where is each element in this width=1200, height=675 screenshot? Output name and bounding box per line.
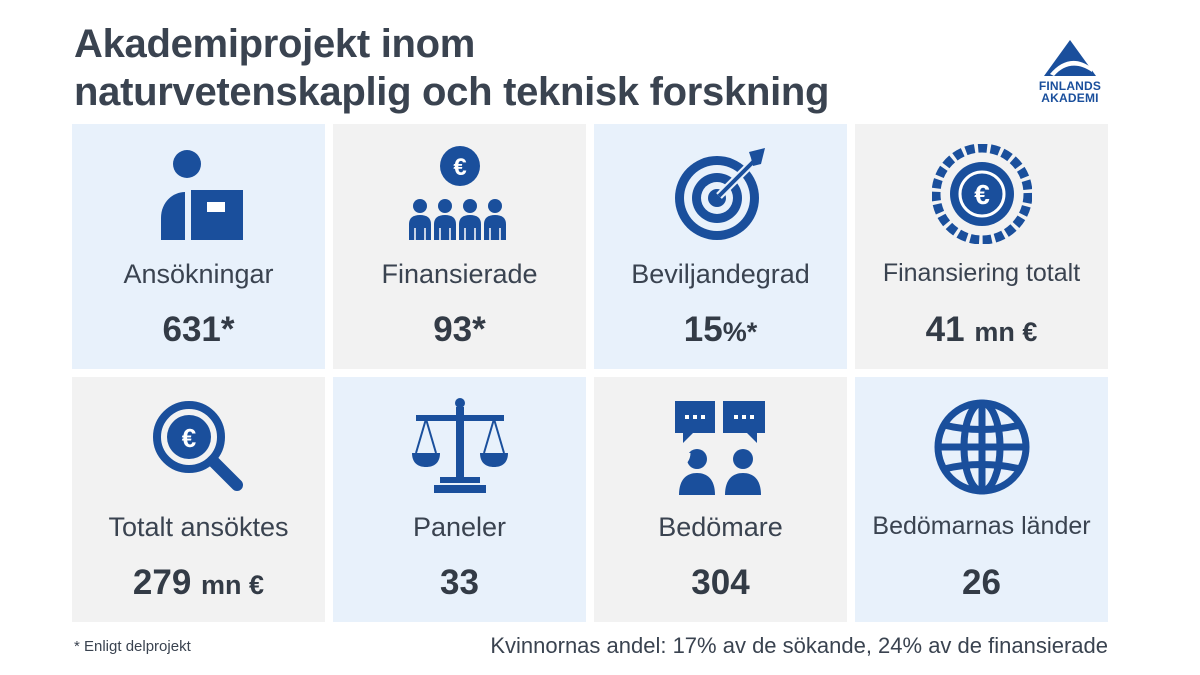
scales-icon — [411, 398, 508, 493]
tile-total-applied: € Totalt ansöktes 279 mn € — [72, 377, 325, 622]
svg-text:€: € — [453, 154, 466, 181]
tile-value: 279 mn € — [72, 563, 325, 603]
tile-value: 15%* — [594, 310, 847, 350]
tile-applications: Ansökningar 631* — [72, 124, 325, 369]
tile-value: 93* — [333, 310, 586, 350]
tile-value-unit: mn € — [974, 317, 1038, 347]
tile-value-number: 15 — [683, 310, 723, 349]
page-title: Akademiprojekt inom naturvetenskaplig oc… — [74, 20, 1034, 116]
tile-value: 26 — [855, 563, 1108, 603]
tile-value-number: 631* — [162, 310, 235, 349]
tile-label: Finansierade — [381, 259, 538, 289]
finlands-akademi-logo: FINLANDS AKADEMI — [1030, 38, 1110, 114]
tile-value-number: 93* — [433, 310, 486, 349]
tile-value: 41 mn € — [855, 310, 1108, 350]
tile-value: 631* — [72, 310, 325, 350]
tile-value-number: 26 — [962, 563, 1001, 602]
logo-text-line-2: AKADEMI — [1041, 91, 1099, 105]
tile-value-unit: %* — [722, 317, 758, 347]
title-line-1: Akademiprojekt inom — [74, 22, 476, 66]
reviewers-icon — [674, 401, 765, 495]
person-application-icon — [160, 150, 243, 240]
footnote: * Enligt delprojekt — [74, 638, 191, 655]
tile-value: 304 — [594, 563, 847, 603]
tile-label: Totalt ansöktes — [108, 512, 289, 542]
tile-reviewers: Bedömare 304 — [594, 377, 847, 622]
tile-value-number: 279 — [132, 563, 192, 602]
tile-label: Paneler — [412, 512, 507, 542]
tile-label: Bedömare — [658, 512, 783, 542]
euro-search-icon: € — [152, 401, 243, 491]
title-line-2: naturvetenskaplig och teknisk forskning — [74, 70, 830, 114]
svg-text:€: € — [181, 423, 195, 453]
tile-value-unit: mn € — [201, 570, 265, 600]
triangle-logo-icon — [1044, 40, 1096, 76]
tile-value-number: 304 — [691, 563, 750, 602]
tile-label: Ansökningar — [123, 259, 274, 289]
tile-total-funding: € Finansiering totalt 41 mn € — [855, 124, 1108, 369]
tile-grant-rate: Beviljandegrad 15%* — [594, 124, 847, 369]
logo-text-line-1: FINLANDS — [1038, 79, 1102, 93]
tile-value-number: 41 — [925, 310, 965, 349]
tile-panels: Paneler 33 — [333, 377, 586, 622]
euro-coin-icon: € — [931, 144, 1032, 244]
tile-value: 33 — [333, 563, 586, 603]
svg-text:€: € — [974, 179, 990, 210]
women-share-note: Kvinnornas andel: 17% av de sökande, 24%… — [490, 633, 1108, 658]
tile-value-number: 33 — [440, 563, 479, 602]
tile-funded: € Finansierade 93* — [333, 124, 586, 369]
tile-reviewer-countries: Bedömarnas länder 26 — [855, 377, 1108, 622]
tile-label: Beviljandegrad — [631, 259, 810, 289]
target-icon — [674, 148, 765, 240]
euro-group-icon: € — [408, 146, 506, 240]
tile-label: Bedömarnas länder — [872, 512, 1091, 540]
globe-icon — [934, 399, 1029, 495]
tile-label: Finansiering totalt — [882, 259, 1081, 287]
